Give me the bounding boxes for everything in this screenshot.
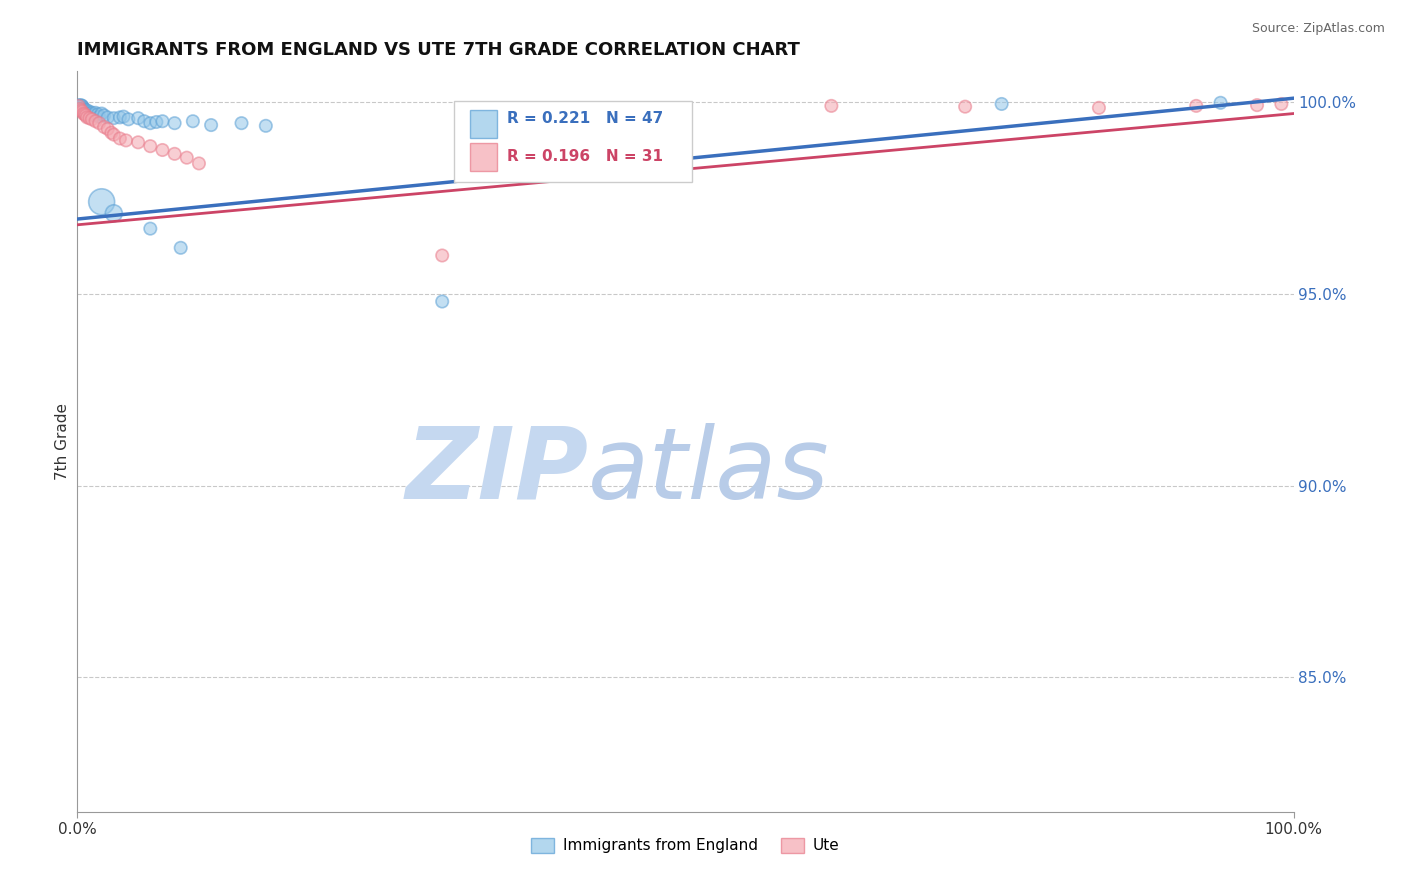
Point [72,101,94,115]
Point [152,114,174,128]
Point [84,114,107,128]
Text: IMMIGRANTS FROM ENGLAND VS UTE 7TH GRADE CORRELATION CHART: IMMIGRANTS FROM ENGLAND VS UTE 7TH GRADE… [77,41,800,59]
Point [93,108,115,122]
Point [67,99,90,113]
Point [79,111,101,125]
Point [97,111,120,125]
Point [145,115,167,129]
Text: ZIP: ZIP [405,423,588,520]
Point [70,103,93,118]
Point [80,105,103,120]
Point [254,119,277,133]
Point [127,111,149,125]
Point [200,118,222,132]
Point [84,105,107,120]
Point [108,111,131,125]
Point [139,116,162,130]
Point [127,136,149,150]
Point [117,112,139,127]
Point [1088,101,1111,115]
Point [188,156,211,170]
Point [79,106,101,120]
Point [69,101,91,115]
Point [103,128,125,142]
Point [69,102,91,116]
Point [134,114,156,128]
Point [176,151,198,165]
Point [77,105,100,120]
Point [1209,95,1232,110]
Text: Source: ZipAtlas.com: Source: ZipAtlas.com [1251,22,1385,36]
Point [100,126,122,140]
Point [170,241,193,255]
Point [112,110,135,124]
Point [163,146,186,161]
Point [97,122,120,136]
Point [83,108,105,122]
Point [1270,97,1292,112]
Point [231,116,253,130]
Text: atlas: atlas [588,423,830,520]
Point [87,107,110,121]
Point [73,107,96,121]
Point [73,103,96,117]
Point [73,103,96,118]
Point [1246,98,1268,112]
Point [163,116,186,130]
Point [72,106,94,120]
Point [103,111,125,125]
Point [1185,99,1208,113]
Point [69,100,91,114]
FancyBboxPatch shape [454,101,692,183]
Point [70,104,93,119]
Point [90,194,112,209]
Point [89,110,111,124]
Point [70,99,93,113]
Point [430,294,453,309]
Point [820,99,842,113]
Point [82,107,104,121]
Legend: Immigrants from England, Ute: Immigrants from England, Ute [524,831,846,860]
Point [103,206,125,220]
Point [152,143,174,157]
Text: R = 0.196   N = 31: R = 0.196 N = 31 [506,149,662,164]
Point [430,248,453,262]
Point [80,107,103,121]
Bar [470,144,496,171]
Point [76,103,98,118]
Point [79,104,101,119]
Point [181,114,204,128]
Point [108,131,131,145]
Point [75,104,97,119]
Point [139,139,162,153]
Point [139,221,162,235]
Point [70,100,93,114]
Point [93,120,115,134]
Point [953,100,976,114]
Point [115,133,138,147]
Point [72,102,94,116]
Point [75,108,97,122]
Point [70,99,93,113]
Point [90,106,112,120]
Bar [470,110,496,138]
Y-axis label: 7th Grade: 7th Grade [55,403,70,480]
Point [990,97,1012,112]
Point [70,98,93,112]
Point [89,116,111,130]
Text: R = 0.221   N = 47: R = 0.221 N = 47 [506,111,662,126]
Point [76,111,98,125]
Point [67,99,90,113]
Point [80,112,103,127]
